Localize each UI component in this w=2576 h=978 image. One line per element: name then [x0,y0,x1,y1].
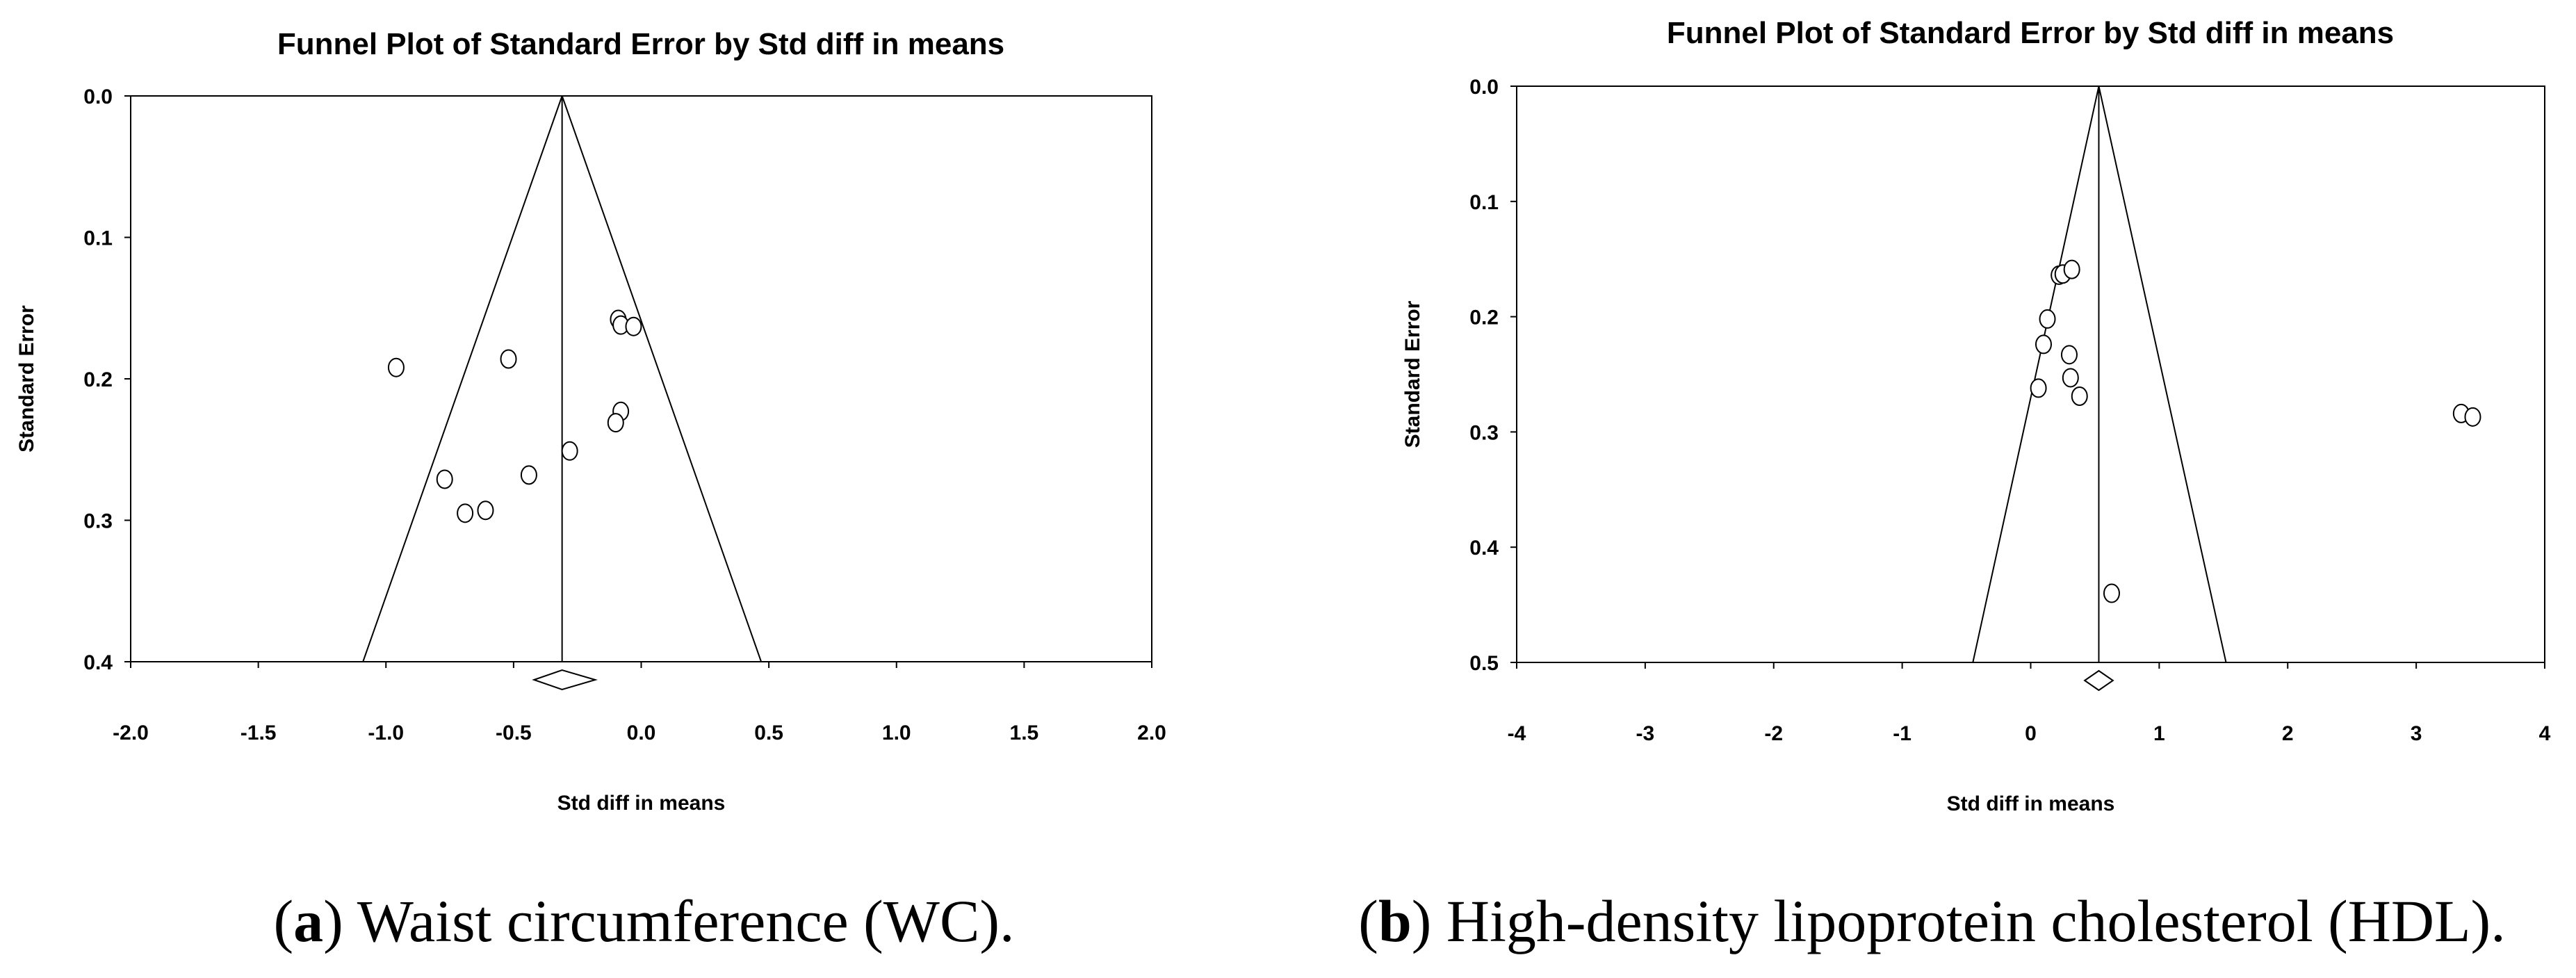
chart-title: Funnel Plot of Standard Error by Std dif… [277,27,1004,61]
y-tick-label: 0.4 [83,651,113,674]
y-tick-label: 0.5 [1469,652,1499,675]
study-point [2464,407,2481,427]
y-tick-label: 0.3 [1469,421,1499,444]
caption-b-letter: b [1378,888,1412,954]
study-point [2062,368,2079,388]
funnel-plot-panel-b: Funnel Plot of Standard Error by Std dif… [1288,0,2576,978]
study-point [2063,259,2080,279]
plot-area [1516,85,2545,663]
x-tick-label: -2.0 [113,722,149,744]
caption-a-letter: a [293,888,324,954]
study-point [2103,583,2120,603]
x-axis-label: Std diff in means [557,792,726,815]
summary-diamond [532,669,598,691]
y-axis-label: Standard Error [15,305,38,453]
x-tick-label: -3 [1636,722,1655,745]
y-tick-label: 0.2 [1469,307,1499,329]
study-point [2060,345,2078,365]
x-tick-label: -1.5 [241,722,277,744]
y-tick-label: 0.0 [1469,76,1499,99]
caption-b: (b) High-density lipoprotein cholesterol… [1358,888,2506,954]
y-tick-label: 0.1 [83,227,113,250]
x-tick-label: 1.5 [1010,722,1039,744]
funnel-left-line [362,95,563,662]
x-tick-label: 3 [2411,722,2422,745]
caption-a: (a) Waist circumference (WC). [273,888,1015,954]
caption-b-text: High-density lipoprotein cholesterol (HD… [1446,888,2506,954]
study-point [2071,386,2088,407]
x-tick-label: -0.5 [496,722,532,744]
x-tick-label: 1 [2153,722,2165,745]
y-axis-label: Standard Error [1401,300,1424,448]
x-axis-label: Std diff in means [1947,792,2115,815]
x-tick-label: 2 [2282,722,2294,745]
x-tick-label: -1 [1893,722,1911,745]
study-point [387,357,405,377]
y-tick-label: 0.0 [83,85,113,108]
y-tick-label: 0.3 [83,510,113,533]
x-tick-label: 2.0 [1137,722,1166,744]
study-point [436,469,453,489]
study-point [2039,309,2056,329]
study-point [2035,334,2052,354]
x-tick-label: 0.0 [627,722,656,744]
funnel-right-line [2098,85,2227,663]
chart-title: Funnel Plot of Standard Error by Std dif… [1667,16,2394,50]
study-point [520,465,537,485]
caption-a-text: Waist circumference (WC). [357,888,1015,954]
x-tick-label: -2 [1764,722,1783,745]
x-tick-label: 1.0 [882,722,911,744]
x-tick-label: -4 [1508,722,1526,745]
y-tick-label: 0.4 [1469,537,1499,560]
study-point [500,349,517,369]
x-tick-label: 4 [2539,722,2551,745]
y-tick-label: 0.1 [1469,191,1499,214]
funnel-plot-a: Funnel Plot of Standard Error by Std dif… [15,27,1166,815]
study-point [607,413,624,433]
funnel-right-line [561,95,763,662]
study-point [2030,378,2047,398]
x-tick-label: 0.5 [754,722,783,744]
x-tick-label: 0 [2025,722,2037,745]
plot-area [130,95,1152,662]
study-point [625,316,642,336]
study-point [457,503,474,523]
funnel-plot-panel-a: Funnel Plot of Standard Error by Std dif… [15,27,1166,954]
funnel-left-line [1972,85,2100,663]
study-point [477,500,494,521]
y-tick-label: 0.2 [83,368,113,391]
x-tick-label: -1.0 [368,722,404,744]
summary-diamond [2083,669,2114,692]
funnel-plot-b: Funnel Plot of Standard Error by Std dif… [1401,16,2551,815]
study-point [561,441,578,461]
